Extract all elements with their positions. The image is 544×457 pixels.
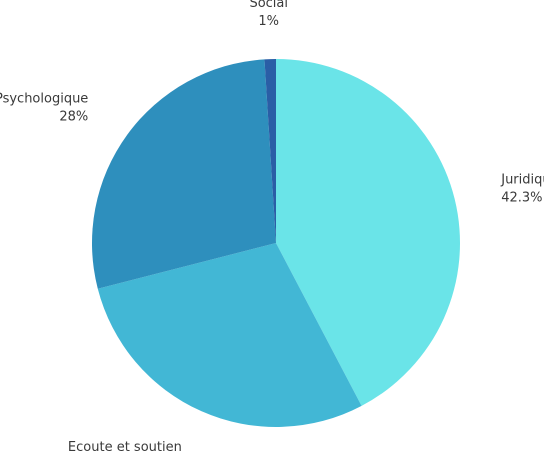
slice-label-value: 28% <box>59 110 88 125</box>
slice-label-ecoute-et-soutien: Ecoute et soutien28.7% <box>68 440 182 457</box>
pie-slice-psychologique <box>91 59 276 289</box>
pie-slice-juridique <box>276 59 460 406</box>
slice-label-name: Ecoute et soutien <box>68 440 182 455</box>
slice-label-value: 1% <box>258 14 279 29</box>
slice-label-name: Juridique <box>500 172 544 187</box>
slice-label-value: 42.3% <box>501 190 542 205</box>
slice-label-name: Psychologique <box>0 92 88 107</box>
slice-label-juridique: Juridique 42.3% <box>500 172 544 205</box>
pie-slice-social <box>264 59 276 243</box>
slice-label-name: Social <box>249 0 288 11</box>
pie-slices <box>91 59 460 427</box>
pie-slice-ecoute-et-soutien <box>97 243 362 427</box>
slice-label-psychologique: Psychologique 28% <box>0 92 88 125</box>
slice-label-social: Social 1% <box>249 0 288 29</box>
